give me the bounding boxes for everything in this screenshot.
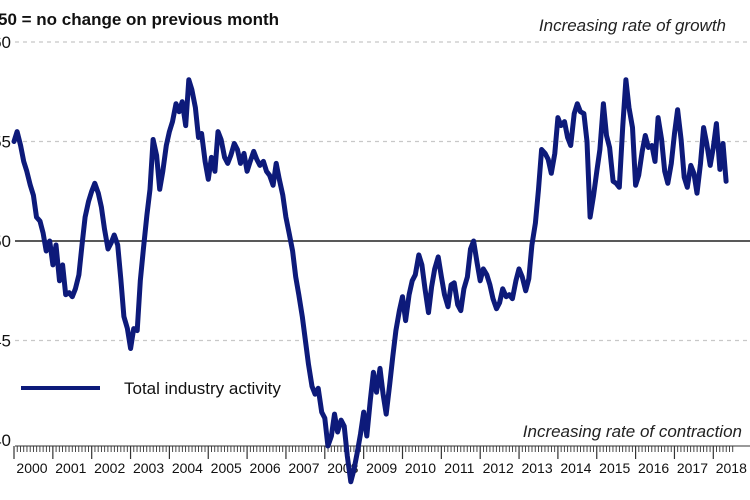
series-lines xyxy=(11,77,729,485)
y-axis-tick-labels: 40 45 50 55 60 xyxy=(0,33,11,450)
x-tick-label: 2014 xyxy=(560,460,591,476)
chart-title: 50 = no change on previous month xyxy=(0,10,279,29)
x-axis: 2000 2001 2002 2003 2004 2005 2006 2007 2008 2009… xyxy=(13,445,750,476)
y-tick-label: 45 xyxy=(0,332,11,351)
series-line-total-industry-activity xyxy=(11,77,729,485)
x-tick-label: 2007 xyxy=(288,460,319,476)
y-tick-label: 60 xyxy=(0,33,11,52)
x-tick-label: 2000 xyxy=(16,460,47,476)
legend: Total industry activity xyxy=(21,379,281,398)
y-tick-label: 40 xyxy=(0,431,11,450)
y-tick-label: 50 xyxy=(0,232,11,251)
x-tick-label: 2017 xyxy=(677,460,708,476)
x-tick-label: 2005 xyxy=(211,460,242,476)
x-tick-label: 2003 xyxy=(133,460,164,476)
x-tick-label: 2010 xyxy=(405,460,436,476)
x-tick-label: 2002 xyxy=(94,460,125,476)
y-tick-label: 55 xyxy=(0,133,11,152)
x-tick-label: 2012 xyxy=(483,460,514,476)
x-tick-label: 2016 xyxy=(638,460,669,476)
x-tick-label: 2004 xyxy=(172,460,203,476)
annotation-top: Increasing rate of growth xyxy=(539,16,726,35)
x-tick-label: 2013 xyxy=(521,460,552,476)
x-tick-label: 2018 xyxy=(716,460,747,476)
x-tick-label: 2011 xyxy=(444,460,474,476)
x-tick-label: 2001 xyxy=(55,460,86,476)
x-tick-label: 2006 xyxy=(250,460,281,476)
x-tick-label: 2015 xyxy=(599,460,630,476)
gridlines xyxy=(15,41,750,342)
annotation-bottom: Increasing rate of contraction xyxy=(523,422,742,441)
legend-label: Total industry activity xyxy=(124,379,281,398)
x-tick-label: 2009 xyxy=(366,460,397,476)
